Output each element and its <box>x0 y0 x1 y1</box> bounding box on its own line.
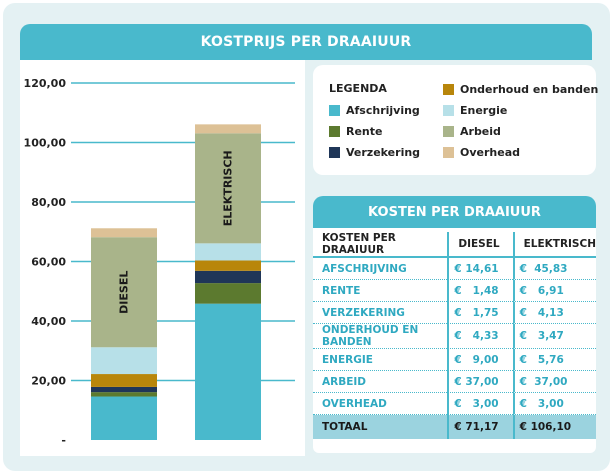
table-cell: AFSCHRIJVING <box>313 258 448 280</box>
table-row: ARBEID € 37,00 € 37,00 <box>313 371 596 393</box>
legend-swatch <box>329 125 340 137</box>
bar-segment-onderhoud-en-banden <box>91 374 157 387</box>
bar-segment-arbeid <box>195 133 261 244</box>
legend-label: Energie <box>460 103 508 117</box>
y-tick-label: 120,00 <box>24 77 67 90</box>
legend-item-onderhoud: Onderhoud en banden <box>443 82 598 96</box>
legend-swatch <box>443 104 454 116</box>
legend-item-overhead: Overhead <box>443 145 520 159</box>
table-cell: € 3,00 <box>447 393 513 415</box>
y-tick-label: 60,00 <box>31 256 66 269</box>
table-cell: RENTE <box>313 280 448 302</box>
column-header: ELEKTRISCH <box>512 232 596 258</box>
legend-swatch <box>443 125 454 137</box>
legend-item-rente: Rente <box>329 124 382 138</box>
table-cell: TOTAAL <box>313 415 448 439</box>
table-cell: € 14,61 <box>447 258 513 280</box>
y-tick-label: - <box>61 434 66 447</box>
table-row: ONDERHOUD EN BANDEN € 4,33 € 3,47 <box>313 324 596 349</box>
bar-segment-afschrijving <box>91 396 157 440</box>
table-row: OVERHEAD € 3,00 € 3,00 <box>313 393 596 415</box>
legend-label: Onderhoud en banden <box>460 82 599 96</box>
legend-swatch <box>443 146 454 158</box>
legend-label: Afschrijving <box>346 103 420 117</box>
table-cell: € 37,00 <box>447 371 513 393</box>
page-title: KOSTPRIJS PER DRAAIUUR <box>20 24 592 60</box>
bar-segment-onderhoud-en-banden <box>195 260 261 271</box>
legend-swatch <box>329 104 340 116</box>
cost-table: KOSTEN PER DRAAIUUR DIESEL ELEKTRISCH AF… <box>313 232 596 439</box>
table-cell: € 3,47 <box>512 324 596 349</box>
bar-segment-overhead <box>91 228 157 238</box>
table-cell: OVERHEAD <box>313 393 448 415</box>
table-cell: € 1,75 <box>447 302 513 324</box>
y-tick-label: 80,00 <box>31 196 66 209</box>
legend-label: Verzekering <box>346 145 421 159</box>
table-row: AFSCHRIJVING € 14,61 € 45,83 <box>313 258 596 280</box>
bar-segment-energie <box>91 347 157 375</box>
legend-swatch <box>329 146 340 158</box>
legend: LEGENDA Afschrijving Rente Verzekering O… <box>313 65 598 175</box>
table-cell: € 45,83 <box>512 258 596 280</box>
legend-item-verzekering: Verzekering <box>329 145 420 159</box>
bar-segment-verzekering <box>195 270 261 284</box>
category-label: ELEKTRISCH <box>222 150 235 226</box>
legend-title: LEGENDA <box>329 82 387 95</box>
cost-table-title: KOSTEN PER DRAAIUUR <box>313 196 596 228</box>
table-cell: ENERGIE <box>313 349 448 371</box>
table-cell: € 6,91 <box>512 280 596 302</box>
bar-segment-energie <box>195 243 261 261</box>
column-header: DIESEL <box>447 232 513 258</box>
table-cell: ONDERHOUD EN BANDEN <box>313 324 448 349</box>
legend-label: Rente <box>346 124 383 138</box>
y-tick-label: 40,00 <box>31 315 66 328</box>
table-cell: € 106,10 <box>512 415 596 439</box>
cost-table-panel: KOSTEN PER DRAAIUUR KOSTEN PER DRAAIUUR … <box>313 196 596 453</box>
column-header: KOSTEN PER DRAAIUUR <box>313 232 448 258</box>
legend-swatch <box>443 83 454 95</box>
legend-label: Arbeid <box>460 124 501 138</box>
table-cell: € 3,00 <box>512 393 596 415</box>
bar-segment-rente <box>91 392 157 397</box>
table-cell: ARBEID <box>313 371 448 393</box>
legend-label: Overhead <box>460 145 520 159</box>
table-cell: € 4,13 <box>512 302 596 324</box>
bar-segment-afschrijving <box>195 303 261 440</box>
category-label: DIESEL <box>118 271 131 314</box>
table-row: ENERGIE € 9,00 € 5,76 <box>313 349 596 371</box>
table-header-row: KOSTEN PER DRAAIUUR DIESEL ELEKTRISCH <box>313 232 596 258</box>
table-cell: € 71,17 <box>447 415 513 439</box>
legend-item-energie: Energie <box>443 103 507 117</box>
table-total-row: TOTAAL € 71,17 € 106,10 <box>313 415 596 439</box>
table-row: VERZEKERING € 1,75 € 4,13 <box>313 302 596 324</box>
table-cell: € 9,00 <box>447 349 513 371</box>
table-cell: € 4,33 <box>447 324 513 349</box>
y-tick-label: 100,00 <box>24 137 67 150</box>
table-cell: VERZEKERING <box>313 302 448 324</box>
table-cell: € 1,48 <box>447 280 513 302</box>
bar-segment-arbeid <box>91 237 157 348</box>
y-tick-label: 20,00 <box>31 375 66 388</box>
legend-item-afschrijving: Afschrijving <box>329 103 420 117</box>
table-cell: € 37,00 <box>512 371 596 393</box>
table-row: RENTE € 1,48 € 6,91 <box>313 280 596 302</box>
table-cell: € 5,76 <box>512 349 596 371</box>
bar-segment-verzekering <box>91 386 157 393</box>
bar-segment-overhead <box>195 124 261 134</box>
bar-segment-rente <box>195 283 261 304</box>
legend-item-arbeid: Arbeid <box>443 124 501 138</box>
